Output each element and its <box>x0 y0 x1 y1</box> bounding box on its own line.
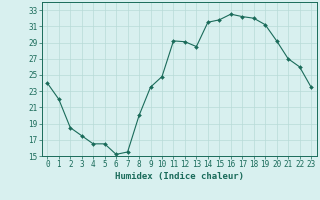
X-axis label: Humidex (Indice chaleur): Humidex (Indice chaleur) <box>115 172 244 181</box>
